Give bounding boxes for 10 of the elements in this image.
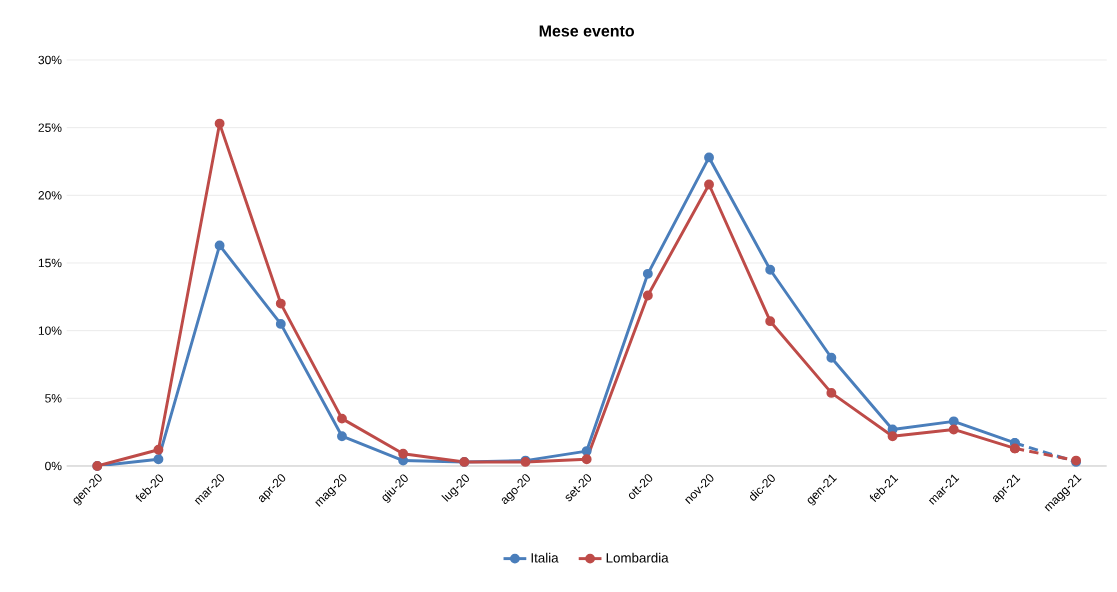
legend-label: Lombardia <box>606 552 669 563</box>
y-tick-label: 25% <box>38 123 62 132</box>
y-tick-label: 5% <box>45 394 62 403</box>
y-tick-label: 0% <box>45 461 62 471</box>
y-tick-label: 30% <box>38 55 62 65</box>
legend-label: Italia <box>531 552 559 563</box>
y-tick-label: 10% <box>38 326 62 335</box>
y-tick-label: 15% <box>38 258 62 268</box>
y-tick-label: 20% <box>38 191 62 200</box>
chart-title: Mese evento <box>539 25 635 37</box>
